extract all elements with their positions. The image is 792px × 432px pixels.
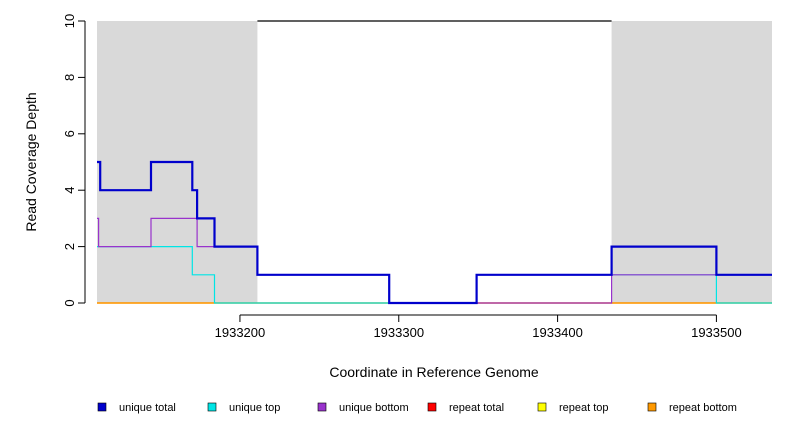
y-axis-label: Read Coverage Depth — [23, 92, 39, 231]
series-unique-top — [97, 246, 772, 304]
y-tick-label-8: 8 — [62, 74, 77, 81]
x-axis-label: Coordinate in Reference Genome — [329, 364, 539, 380]
y-tick-label-6: 6 — [62, 130, 77, 137]
x-tick-label-1933300: 1933300 — [373, 325, 424, 340]
series-group — [97, 160, 772, 305]
legend-item-unique-bottom: unique bottom — [317, 402, 409, 414]
legend-swatch — [537, 402, 547, 412]
x-axis: 1933200 1933300 1933400 1933500 — [215, 314, 742, 340]
y-tick-label-0: 0 — [62, 299, 77, 306]
series-unique-total — [97, 160, 772, 305]
legend-label: unique bottom — [339, 402, 409, 414]
y-axis: 0 2 4 6 8 10 — [62, 14, 86, 307]
legend-swatch — [427, 402, 437, 412]
shaded-regions — [97, 21, 772, 303]
x-tick-label-1933200: 1933200 — [215, 325, 266, 340]
legend-swatch — [97, 402, 107, 412]
legend-item-unique-total: unique total — [97, 402, 176, 414]
legend-label: repeat top — [559, 402, 609, 414]
legend: unique total unique top unique bottom repea… — [97, 402, 737, 414]
legend-label: unique total — [119, 402, 176, 414]
legend-label: unique top — [229, 402, 280, 414]
x-tick-label-1933500: 1933500 — [691, 325, 742, 340]
legend-swatch — [207, 402, 217, 412]
legend-item-repeat-bottom: repeat bottom — [647, 402, 737, 414]
legend-swatch — [647, 402, 657, 412]
legend-label: repeat bottom — [669, 402, 737, 414]
legend-item-repeat-top: repeat top — [537, 402, 609, 414]
x-tick-label-1933400: 1933400 — [532, 325, 583, 340]
legend-swatch — [317, 402, 327, 412]
legend-label: repeat total — [449, 402, 504, 414]
y-tick-label-2: 2 — [62, 243, 77, 250]
shaded-region-2 — [611, 21, 772, 303]
legend-item-repeat-total: repeat total — [427, 402, 504, 414]
y-tick-label-10: 10 — [62, 14, 77, 28]
legend-item-unique-top: unique top — [207, 402, 280, 414]
y-tick-label-4: 4 — [62, 187, 77, 194]
